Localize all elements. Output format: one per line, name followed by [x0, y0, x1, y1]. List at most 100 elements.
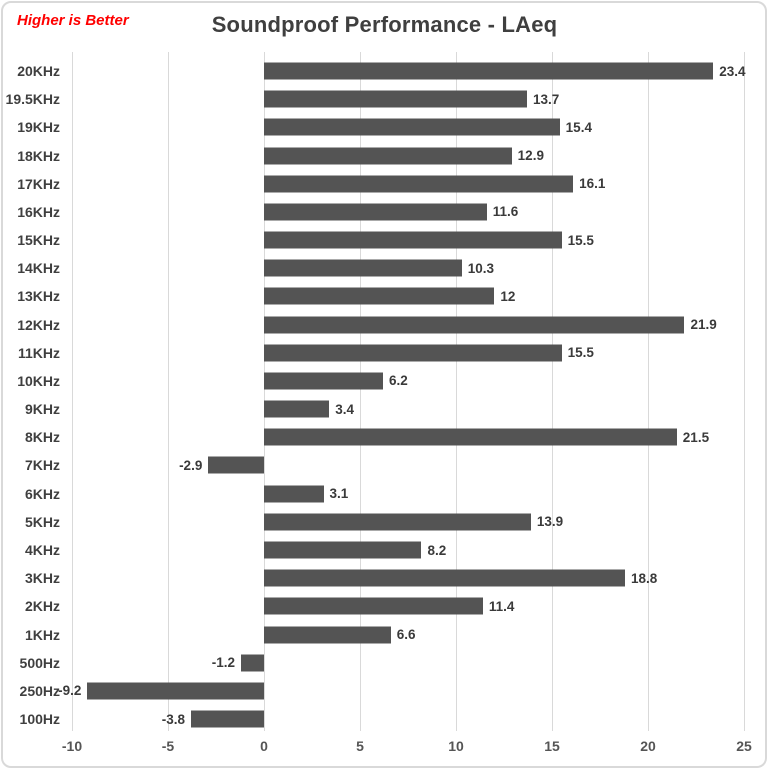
bar	[264, 316, 685, 334]
gridline	[551, 52, 553, 731]
y-category-label: 9KHz	[24, 401, 60, 418]
gridline	[263, 52, 265, 731]
bar	[264, 203, 487, 221]
x-axis-tick-label: 20	[640, 738, 656, 754]
bar-row: 11KHz 15.5	[0, 339, 769, 367]
y-category-label: 11KHz	[17, 344, 60, 361]
bar-row: 9KHz 3.4	[0, 395, 769, 423]
bar	[264, 62, 714, 80]
bar	[191, 710, 264, 728]
x-axis-tick-label: 5	[356, 738, 364, 754]
bars-layer: 20KHz 23.4 19.5KHz 13.7 19KHz 15.4 18KHz 12.9 17…	[0, 57, 769, 733]
y-category-label: 18KHz	[17, 147, 60, 164]
y-category-label: 15KHz	[17, 232, 60, 249]
gridline	[743, 52, 745, 731]
bar-row: 15KHz 15.5	[0, 226, 769, 254]
y-category-label: 5KHz	[24, 513, 60, 530]
bar-value-label: 8.2	[427, 542, 447, 558]
bar-value-label: 21.5	[682, 429, 710, 445]
bar-value-label: -3.8	[161, 711, 186, 727]
bar-row: 6KHz 3.1	[0, 480, 769, 508]
y-category-label: 8KHz	[24, 429, 60, 446]
gridline	[455, 52, 457, 731]
bar-row: 500Hz -1.2	[0, 649, 769, 677]
y-category-label: 2KHz	[24, 598, 60, 615]
bar-value-label: -9.2	[58, 683, 82, 699]
x-axis-tick-label: 25	[736, 738, 752, 754]
bar-value-label: 12.9	[517, 148, 544, 164]
bar	[264, 541, 422, 559]
higher-is-better-note: Higher is Better	[17, 12, 129, 29]
bar	[208, 456, 264, 474]
bar	[264, 626, 391, 644]
bar	[264, 400, 330, 418]
y-category-label: 10KHz	[17, 372, 60, 389]
y-category-label: 19KHz	[17, 119, 60, 136]
bar-row: 19KHz 15.4	[0, 113, 769, 141]
bar-value-label: 12	[500, 288, 516, 304]
bar	[264, 259, 462, 277]
bar-value-label: 13.7	[533, 91, 560, 107]
bar-value-label: 11.4	[488, 598, 515, 614]
bar	[264, 597, 483, 615]
bar	[264, 485, 324, 503]
y-category-label: 4KHz	[24, 542, 60, 558]
bar-value-label: 15.5	[567, 232, 594, 248]
bar	[264, 287, 495, 305]
y-category-label: 100Hz	[19, 711, 60, 728]
x-axis-tick-label: -5	[161, 738, 175, 754]
y-category-label: 12KHz	[17, 316, 60, 333]
bar	[264, 231, 562, 249]
bar-row: 1KHz 6.6	[0, 620, 769, 648]
y-category-label: 13KHz	[17, 288, 60, 305]
x-axis-tick-label: 10	[448, 738, 464, 754]
bar-row: 12KHz 21.9	[0, 311, 769, 339]
bar-row: 14KHz 10.3	[0, 254, 769, 282]
y-category-label: 500Hz	[19, 654, 60, 671]
y-category-label: 20KHz	[17, 63, 60, 80]
bar	[264, 569, 625, 587]
bar-row: 20KHz 23.4	[0, 57, 769, 85]
bar	[264, 428, 677, 446]
y-category-label: 14KHz	[17, 260, 60, 277]
gridline	[167, 52, 169, 731]
y-category-label: 7KHz	[24, 457, 60, 474]
bar-value-label: -1.2	[211, 655, 235, 671]
bar-row: 19.5KHz 13.7	[0, 85, 769, 113]
y-category-label: 16KHz	[17, 203, 60, 220]
bar-value-label: 6.6	[396, 627, 416, 643]
bar-value-label: 3.1	[329, 486, 349, 502]
y-category-label: 6KHz	[24, 485, 60, 502]
bar-row: 100Hz -3.8	[0, 705, 769, 733]
y-category-label: 17KHz	[17, 175, 60, 192]
bar-value-label: 11.6	[492, 204, 519, 220]
gridline	[647, 52, 649, 731]
bar-value-label: 13.9	[536, 514, 564, 530]
bar-row: 10KHz 6.2	[0, 367, 769, 395]
bar-value-label: 18.8	[630, 570, 658, 586]
bar	[87, 682, 264, 700]
bar	[264, 513, 531, 531]
bar	[264, 118, 560, 136]
bar	[264, 175, 574, 193]
bar-row: 250Hz -9.2	[0, 677, 769, 705]
x-axis-tick-label: 15	[544, 738, 560, 754]
bar-row: 8KHz 21.5	[0, 423, 769, 451]
bar-value-label: 23.4	[719, 63, 746, 79]
bar-row: 2KHz 11.4	[0, 592, 769, 620]
bar	[240, 654, 264, 672]
bar-value-label: 16.1	[579, 176, 606, 192]
bar-value-label: -2.9	[179, 457, 203, 473]
bar-row: 16KHz 11.6	[0, 198, 769, 226]
x-axis-tick-label: -10	[61, 738, 83, 754]
bar-row: 18KHz 12.9	[0, 142, 769, 170]
bar-value-label: 15.4	[565, 119, 592, 135]
gridline	[71, 52, 73, 731]
y-category-label: 3KHz	[24, 570, 60, 587]
bar-value-label: 15.5	[567, 345, 594, 361]
bar-row: 4KHz 8.2	[0, 536, 769, 564]
bar-row: 3KHz 18.8	[0, 564, 769, 592]
bar-row: 5KHz 13.9	[0, 508, 769, 536]
x-axis: -10 -5 0 5 10 15 20 25	[0, 738, 769, 760]
